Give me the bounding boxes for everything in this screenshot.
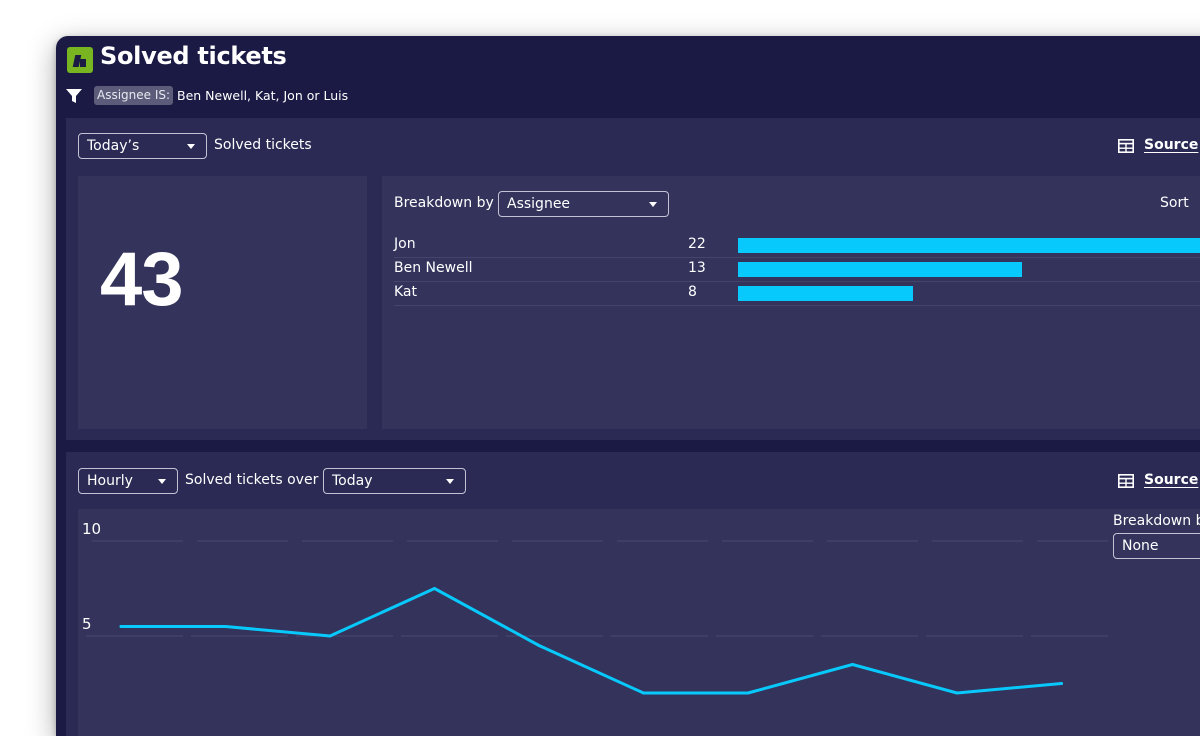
data-point[interactable]	[746, 691, 750, 695]
sort-label[interactable]: Sort	[1160, 195, 1189, 211]
series-line	[119, 587, 1063, 695]
period-dropdown[interactable]: Today’s	[78, 133, 207, 159]
range-dropdown[interactable]: Today	[323, 468, 466, 494]
caret-down-icon	[446, 479, 454, 484]
breakdown-bar	[738, 262, 1022, 277]
app-window: Solved tickets Assignee IS: Ben Newell, …	[56, 36, 1200, 736]
total-count: 43	[100, 237, 184, 322]
breakdown-dropdown-value: Assignee	[507, 196, 571, 212]
data-point[interactable]	[224, 625, 227, 628]
caret-down-icon	[158, 479, 166, 484]
trend-chart-card: 10 5 Breakdown b None	[78, 509, 1200, 736]
breakdown-row-value: 22	[688, 236, 706, 252]
breakdown-row-value: 13	[688, 260, 706, 276]
data-point[interactable]	[119, 625, 123, 628]
period-dropdown-value: Today’s	[87, 138, 140, 154]
caret-down-icon	[649, 202, 657, 207]
trend-label: Solved tickets over	[185, 472, 319, 488]
data-point[interactable]	[433, 587, 436, 590]
caret-down-icon	[187, 144, 195, 149]
table-icon	[1118, 139, 1134, 153]
line-chart: 10 5	[82, 520, 1108, 695]
breakdown-row-name: Kat	[394, 284, 418, 300]
chart-breakdown-dropdown-value: None	[1122, 538, 1159, 554]
breakdown-row-value: 8	[688, 284, 697, 300]
range-dropdown-value: Today	[332, 473, 373, 489]
source-link[interactable]: Source	[1118, 137, 1198, 153]
breakdown-row[interactable]: Ben Newell 13	[394, 257, 1200, 282]
breakdown-row[interactable]: Jon 22	[394, 233, 1200, 258]
breakdown-card: Breakdown by Assignee Sort Jon 22 Ben Newe…	[382, 176, 1200, 429]
filter-tag[interactable]: Assignee IS:	[94, 86, 174, 105]
chart-breakdown-dropdown[interactable]: None	[1113, 533, 1200, 559]
data-point[interactable]	[328, 634, 332, 638]
breakdown-row-name: Jon	[394, 236, 416, 252]
chart-breakdown-label: Breakdown b	[1113, 513, 1200, 529]
data-point[interactable]	[642, 691, 645, 695]
table-icon	[1118, 474, 1134, 488]
y-tick-label: 10	[82, 520, 101, 538]
data-point[interactable]	[1060, 682, 1063, 685]
breakdown-label: Breakdown by	[394, 195, 494, 211]
breakdown-bar	[738, 238, 1200, 253]
page-title: Solved tickets	[100, 42, 287, 70]
breakdown-row-name: Ben Newell	[394, 260, 473, 276]
filter-value: Ben Newell, Kat, Jon or Luis	[177, 88, 349, 103]
breakdown-row[interactable]: Kat 8	[394, 281, 1200, 306]
filter-icon[interactable]	[66, 89, 82, 103]
data-point[interactable]	[537, 644, 541, 647]
trend-panel: Hourly Solved tickets over Today Source …	[66, 452, 1200, 736]
source-link[interactable]: Source	[1118, 472, 1198, 488]
total-card: 43	[78, 176, 367, 429]
interval-dropdown[interactable]: Hourly	[78, 468, 178, 494]
source-label: Source	[1144, 472, 1199, 488]
summary-panel: Today’s Solved tickets Source 43 Breakdo…	[66, 118, 1200, 440]
interval-dropdown-value: Hourly	[87, 473, 133, 489]
data-point[interactable]	[955, 691, 959, 695]
source-label: Source	[1144, 137, 1199, 153]
data-point[interactable]	[851, 663, 854, 666]
y-tick-label: 5	[82, 615, 92, 633]
breakdown-dropdown[interactable]: Assignee	[498, 191, 669, 217]
breakdown-bar	[738, 286, 913, 301]
summary-label: Solved tickets	[214, 137, 312, 153]
app-logo-icon	[67, 47, 93, 73]
